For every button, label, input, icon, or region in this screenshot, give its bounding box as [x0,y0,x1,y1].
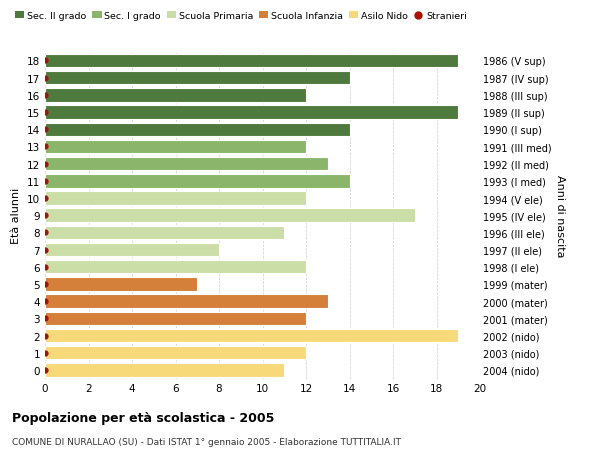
Bar [45,140,306,154]
Y-axis label: Anni di nascita: Anni di nascita [555,174,565,257]
Bar [45,175,349,188]
Bar [45,123,349,137]
Bar [45,243,219,257]
Bar [45,55,458,68]
Bar [45,295,328,308]
Bar [45,261,306,274]
Bar [45,209,415,223]
Bar [45,346,306,360]
Text: COMUNE DI NURALLAO (SU) - Dati ISTAT 1° gennaio 2005 - Elaborazione TUTTITALIA.I: COMUNE DI NURALLAO (SU) - Dati ISTAT 1° … [12,437,401,446]
Bar [45,106,458,119]
Bar [45,72,349,85]
Bar [45,89,306,102]
Bar [45,329,458,342]
Bar [45,157,328,171]
Y-axis label: Età alunni: Età alunni [11,188,22,244]
Bar [45,278,197,291]
Bar [45,364,284,377]
Bar [45,226,284,240]
Bar [45,192,306,205]
Legend: Sec. II grado, Sec. I grado, Scuola Primaria, Scuola Infanzia, Asilo Nido, Stran: Sec. II grado, Sec. I grado, Scuola Prim… [15,12,467,21]
Bar [45,312,306,325]
Text: Popolazione per età scolastica - 2005: Popolazione per età scolastica - 2005 [12,411,274,424]
